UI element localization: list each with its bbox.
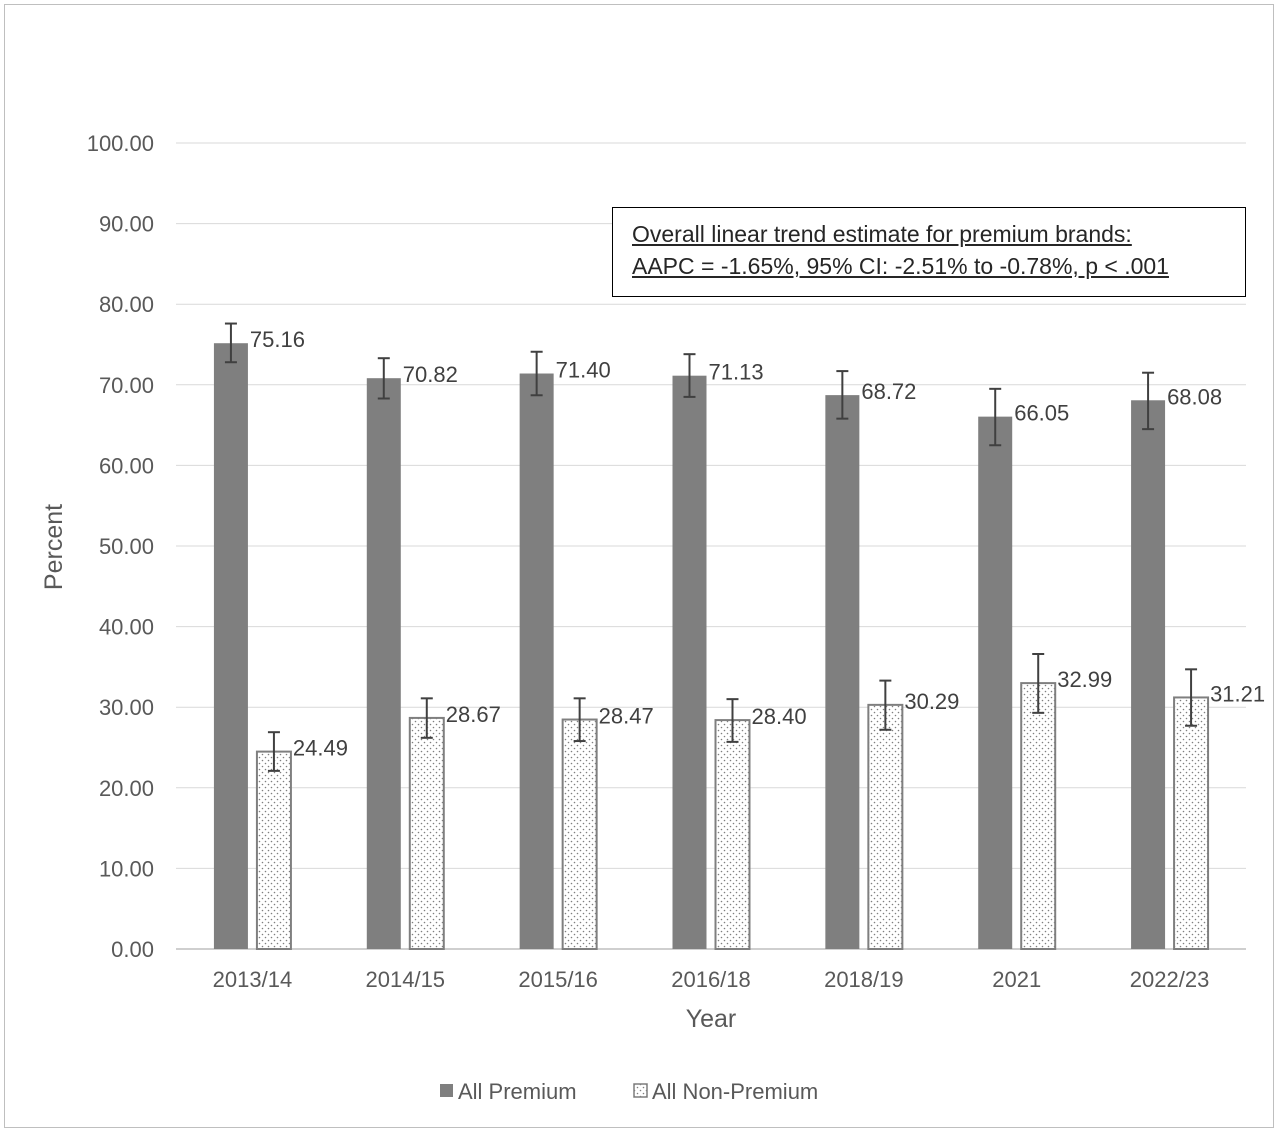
x-axis-ticks: 2013/14 2014/15 2015/16 2016/18 2018/19 2021 2…	[213, 967, 1210, 992]
y-tick-label: 50.00	[99, 534, 154, 559]
bar-premium	[213, 343, 248, 949]
y-tick-label: 20.00	[99, 776, 154, 801]
legend-label: All Premium	[458, 1079, 577, 1104]
data-label: 28.67	[446, 702, 501, 727]
bar-premium	[672, 375, 707, 949]
y-tick-label: 40.00	[99, 615, 154, 640]
data-label: 71.40	[556, 358, 611, 383]
x-tick-label: 2014/15	[366, 967, 446, 992]
legend-label: All Non-Premium	[652, 1079, 818, 1104]
bar-non-premium	[1020, 682, 1057, 950]
bar-non-premium	[561, 718, 598, 950]
error-bars	[224, 322, 1198, 772]
annotation-text: Overall linear trend estimate for premiu…	[632, 221, 1169, 279]
data-label: 32.99	[1057, 667, 1112, 692]
data-label: 24.49	[293, 736, 348, 761]
bar-non-premium	[867, 703, 904, 951]
legend-swatch-premium	[440, 1084, 453, 1097]
x-tick-label: 2021	[992, 967, 1041, 992]
bar-premium	[519, 373, 554, 949]
x-tick-label: 2018/19	[824, 967, 904, 992]
y-tick-label: 0.00	[111, 937, 154, 962]
data-label: 68.72	[861, 379, 916, 404]
y-tick-label: 60.00	[99, 453, 154, 478]
legend-swatch-non-premium	[633, 1083, 648, 1098]
y-tick-label: 90.00	[99, 212, 154, 237]
x-tick-label: 2015/16	[518, 967, 598, 992]
y-axis-ticks: 0.00 10.00 20.00 30.00 40.00 50.00 60.00 70.00 8…	[87, 131, 154, 962]
data-label: 68.08	[1167, 384, 1222, 409]
bar-non-premium	[255, 750, 292, 950]
bar-non-premium	[1173, 696, 1210, 950]
data-label: 70.82	[403, 362, 458, 387]
bar-non-premium	[408, 716, 445, 950]
bar-premium	[1131, 400, 1166, 949]
bar-premium	[978, 416, 1013, 950]
data-label: 28.40	[752, 704, 807, 729]
annotation-box	[612, 207, 1246, 297]
bar-premium	[366, 378, 401, 949]
y-tick-label: 80.00	[99, 292, 154, 317]
y-tick-label: 100.00	[87, 131, 154, 156]
data-label: 71.13	[709, 360, 764, 385]
legend: All Premium All Non-Premium	[440, 1079, 818, 1104]
y-tick-label: 10.00	[99, 856, 154, 881]
bar-non-premium	[714, 719, 751, 951]
x-tick-label: 2022/23	[1130, 967, 1210, 992]
data-label: 28.47	[599, 704, 654, 729]
y-tick-label: 30.00	[99, 695, 154, 720]
bars	[213, 343, 1210, 951]
bar-premium	[825, 395, 860, 949]
y-tick-label: 70.00	[99, 373, 154, 398]
x-axis-title: Year	[686, 1005, 737, 1033]
x-tick-label: 2013/14	[213, 967, 293, 992]
y-axis-title: Percent	[40, 504, 68, 590]
data-label: 30.29	[904, 689, 959, 714]
data-labels: 75.16 24.49 70.82 28.67 71.40 28.47 71.13 28.40…	[250, 327, 1265, 760]
data-label: 66.05	[1014, 401, 1069, 426]
x-tick-label: 2016/18	[671, 967, 751, 992]
data-label: 75.16	[250, 327, 305, 352]
data-label: 31.21	[1210, 681, 1265, 706]
